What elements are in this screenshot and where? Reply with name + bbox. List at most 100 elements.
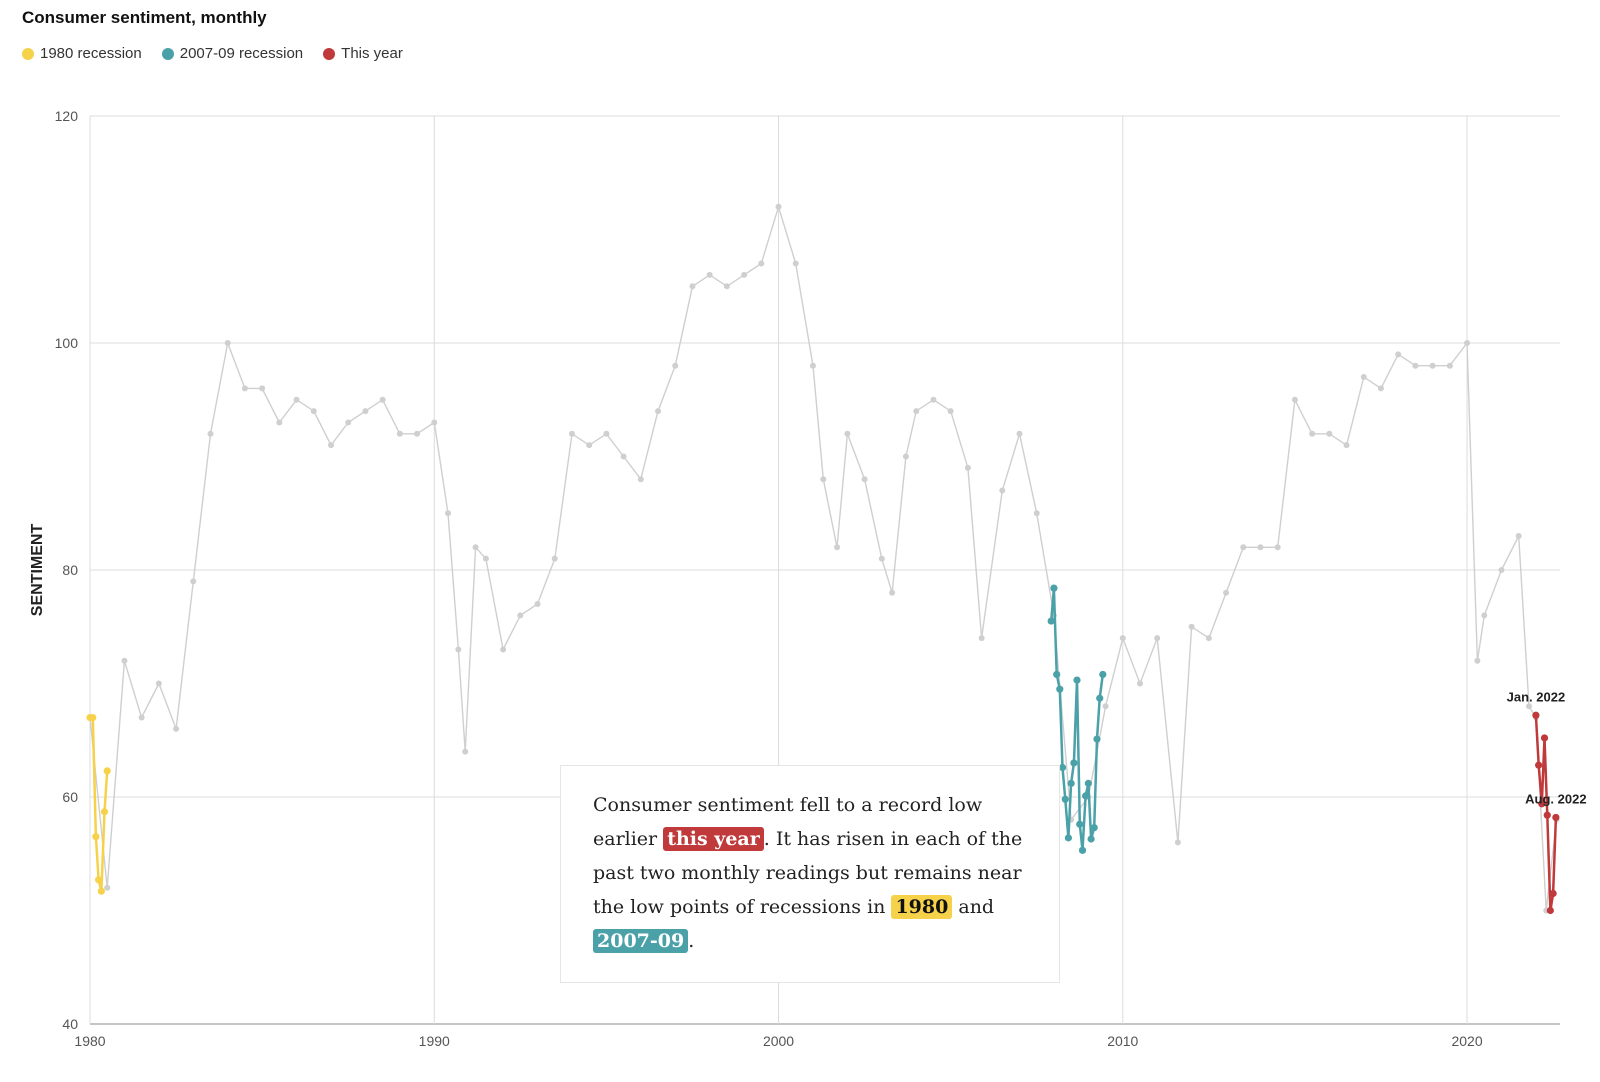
data-point-1980-recession (97, 887, 105, 895)
data-point-consumer-sentiment (1102, 703, 1109, 710)
data-point-consumer-sentiment (568, 430, 575, 437)
data-point-consumer-sentiment (1205, 635, 1212, 642)
annotation-text-1: Consumer sentiment fell to a record low … (593, 794, 983, 850)
data-point-1980-recession (103, 767, 111, 775)
annotation-label-2: Aug. 2022 (1525, 791, 1586, 806)
legend-item-1980: 1980 recession (22, 45, 142, 62)
data-point-2007-09-recession (1090, 824, 1098, 832)
data-point-consumer-sentiment (224, 340, 231, 346)
legend-label-1980: 1980 recession (40, 45, 142, 62)
data-point-consumer-sentiment (1154, 635, 1161, 642)
data-point-consumer-sentiment (551, 555, 558, 562)
chart-title: Consumer sentiment, monthly (22, 8, 267, 27)
data-point-consumer-sentiment (1360, 374, 1367, 381)
y-tick-label-100: 100 (55, 335, 79, 351)
data-point-consumer-sentiment (445, 510, 452, 517)
data-point-consumer-sentiment (472, 544, 479, 551)
legend: 1980 recession 2007-09 recession This ye… (22, 45, 403, 62)
data-point-consumer-sentiment (902, 453, 909, 460)
data-point-this-year (1540, 734, 1549, 742)
data-point-consumer-sentiment (978, 635, 985, 642)
data-point-consumer-sentiment (1016, 430, 1023, 437)
data-point-consumer-sentiment (775, 203, 782, 210)
y-tick-label-40: 40 (62, 1016, 78, 1032)
data-point-consumer-sentiment (964, 464, 971, 471)
data-point-2007-09-recession (1078, 846, 1087, 854)
data-point-consumer-sentiment (1274, 544, 1281, 551)
data-point-consumer-sentiment (999, 487, 1006, 494)
data-point-consumer-sentiment (190, 578, 197, 585)
data-point-consumer-sentiment (655, 408, 662, 415)
data-point-consumer-sentiment (1515, 532, 1522, 539)
data-point-2007-09-recession (1050, 584, 1058, 592)
legend-swatch-this-year (323, 47, 336, 60)
highlight-1980: 1980 (891, 895, 953, 919)
data-point-2007-09-recession (1056, 685, 1064, 693)
legend-label-2007-09: 2007-09 recession (179, 45, 304, 62)
data-point-2007-09-recession (1067, 779, 1075, 787)
data-point-consumer-sentiment (1257, 544, 1264, 551)
data-point-1980-recession (92, 833, 100, 841)
data-point-consumer-sentiment (1326, 430, 1333, 437)
data-point-consumer-sentiment (121, 657, 128, 664)
data-point-consumer-sentiment (792, 260, 799, 267)
data-point-consumer-sentiment (844, 430, 851, 437)
data-point-consumer-sentiment (1174, 839, 1181, 846)
data-point-consumer-sentiment (889, 589, 896, 596)
annotation-text-4: . (688, 930, 695, 952)
data-point-2007-09-recession (1076, 820, 1084, 828)
data-point-consumer-sentiment (1377, 385, 1384, 392)
data-point-2007-09-recession (1087, 835, 1095, 843)
data-point-consumer-sentiment (741, 271, 748, 278)
data-point-consumer-sentiment (431, 419, 438, 426)
annotation-box: Consumer sentiment fell to a record low … (560, 765, 1060, 983)
data-point-consumer-sentiment (482, 555, 489, 562)
data-point-consumer-sentiment (293, 396, 300, 403)
data-point-consumer-sentiment (173, 725, 180, 732)
data-point-2007-09-recession (1096, 694, 1104, 702)
data-point-consumer-sentiment (1240, 544, 1247, 551)
data-point-consumer-sentiment (1309, 430, 1316, 437)
data-point-consumer-sentiment (1498, 567, 1505, 573)
data-point-consumer-sentiment (947, 408, 954, 415)
data-point-2007-09-recession (1084, 779, 1092, 787)
data-point-consumer-sentiment (345, 419, 352, 426)
data-point-consumer-sentiment (462, 748, 469, 755)
data-point-consumer-sentiment (861, 476, 868, 483)
data-point-consumer-sentiment (414, 430, 421, 437)
x-tick-label-2020: 2020 (1451, 1033, 1482, 1049)
data-point-consumer-sentiment (500, 646, 507, 653)
data-point-consumer-sentiment (1474, 657, 1481, 664)
data-point-consumer-sentiment (534, 601, 541, 608)
legend-item-this-year: This year (323, 45, 403, 62)
data-point-consumer-sentiment (878, 555, 885, 562)
data-point-2007-09-recession (1064, 834, 1072, 842)
data-point-1980-recession (100, 808, 109, 816)
x-tick-label-1980: 1980 (74, 1033, 105, 1049)
data-point-consumer-sentiment (1033, 510, 1040, 517)
data-point-consumer-sentiment (603, 430, 610, 437)
data-point-this-year (1532, 711, 1540, 719)
data-point-this-year (1549, 889, 1557, 898)
data-point-consumer-sentiment (155, 680, 162, 687)
x-tick-label-2000: 2000 (763, 1033, 794, 1049)
data-point-consumer-sentiment (310, 408, 317, 415)
data-point-consumer-sentiment (1119, 635, 1126, 642)
data-point-consumer-sentiment (207, 430, 214, 437)
legend-label-this-year: This year (341, 45, 403, 62)
data-point-consumer-sentiment (637, 476, 644, 483)
data-point-consumer-sentiment (104, 884, 111, 891)
legend-item-2007-09: 2007-09 recession (161, 45, 304, 62)
data-point-consumer-sentiment (327, 442, 334, 449)
data-point-2007-09-recession (1099, 670, 1107, 679)
label-layer: Jan. 2022 Aug. 2022 (1507, 689, 1587, 806)
data-point-this-year (1535, 761, 1543, 769)
y-axis-label: SENTIMENT (29, 524, 46, 617)
series-layer (86, 203, 1560, 915)
data-point-consumer-sentiment (1188, 623, 1195, 630)
data-point-consumer-sentiment (913, 408, 920, 415)
data-point-2007-09-recession (1093, 735, 1101, 743)
data-point-consumer-sentiment (809, 362, 816, 369)
data-point-this-year (1552, 813, 1560, 822)
